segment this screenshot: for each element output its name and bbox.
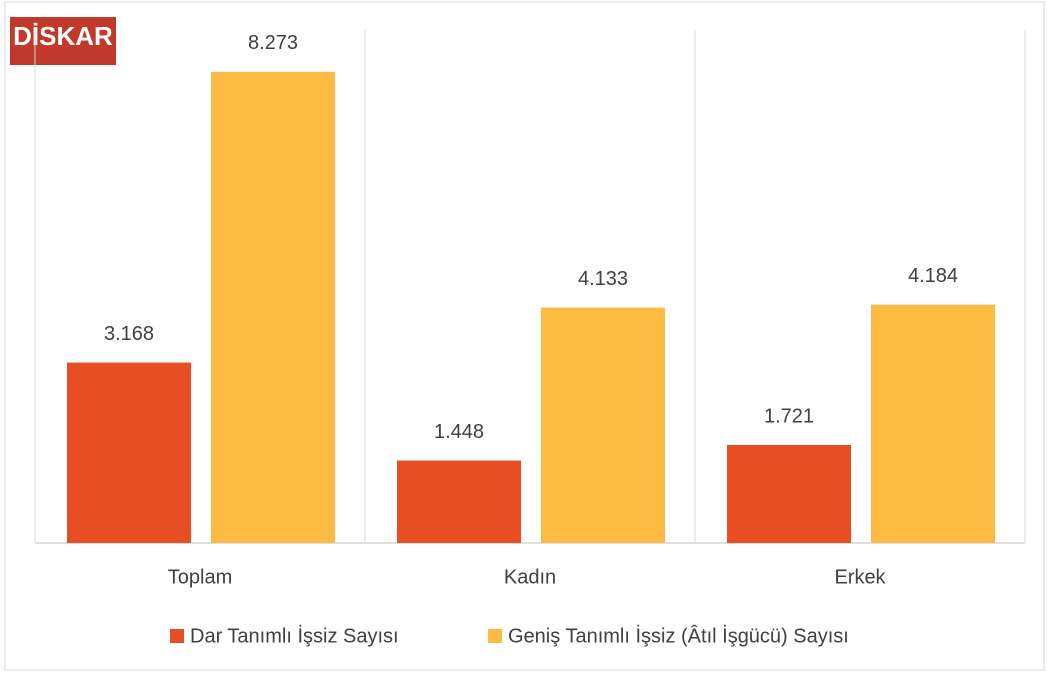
- logo: DİSKAR: [13, 21, 113, 51]
- bar: [397, 460, 521, 543]
- chart-frame: [4, 1, 1045, 671]
- bar: [67, 362, 191, 543]
- logo-box: [10, 17, 116, 65]
- data-label: 1.721: [764, 405, 814, 427]
- legend-label: Dar Tanımlı İşsiz Sayısı: [190, 624, 399, 647]
- data-label: 4.133: [578, 268, 628, 290]
- data-label: 4.184: [908, 265, 958, 287]
- data-label: 8.273: [248, 32, 298, 54]
- x-tick-label: Toplam: [168, 566, 232, 588]
- x-tick-label: Erkek: [834, 566, 886, 588]
- bar: [727, 444, 851, 543]
- data-label: 3.168: [104, 323, 154, 345]
- legend-swatch: [488, 629, 502, 643]
- legend-label: Geniş Tanımlı İşsiz (Âtıl İşgücü) Sayısı: [508, 624, 849, 647]
- bar: [871, 304, 995, 543]
- data-label: 1.448: [434, 421, 484, 443]
- x-tick-label: Kadın: [504, 566, 556, 588]
- bar: [541, 307, 665, 543]
- legend-swatch: [170, 629, 184, 643]
- bar: [211, 71, 335, 543]
